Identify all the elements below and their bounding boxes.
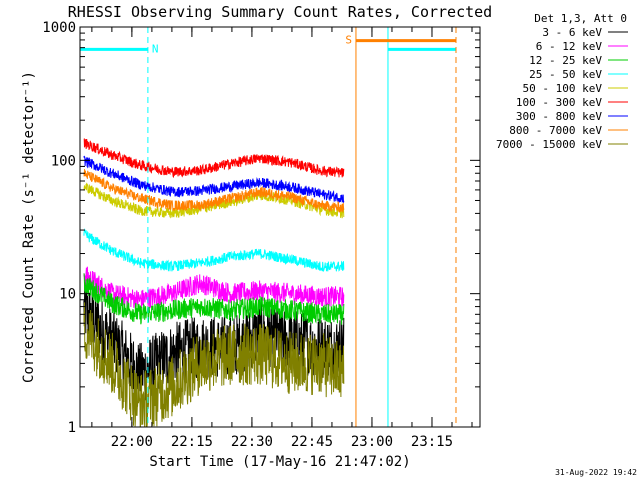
plot-frame [79, 26, 481, 428]
legend-label: 800 - 7000 keV [509, 124, 602, 137]
x-tick-label: 22:30 [231, 434, 273, 450]
series-line-8 [83, 302, 345, 428]
legend-label: 300 - 800 keV [516, 110, 602, 123]
plot-area [83, 138, 345, 428]
chart-title: RHESSI Observing Summary Count Rates, Co… [68, 3, 492, 21]
x-tick-label: 23:15 [411, 434, 453, 450]
x-tick-label: 22:15 [171, 434, 213, 450]
legend-label: 6 - 12 keV [536, 40, 603, 53]
y-tick-label: 10 [59, 287, 76, 303]
y-axis-label: Corrected Count Rate (s⁻¹ detector⁻¹) [21, 71, 37, 383]
legend-header: Det 1,3, Att 0 [534, 12, 627, 25]
legend-label: 12 - 25 keV [529, 54, 602, 67]
annotation-label: S [345, 34, 352, 47]
legend-label: 25 - 50 keV [529, 68, 602, 81]
y-axis: 1 10 100 1000 [42, 20, 480, 436]
footer-timestamp: 31-Aug-2022 19:42 [555, 468, 637, 477]
x-tick-label: 22:00 [111, 434, 153, 450]
series-line-3 [83, 227, 345, 272]
legend-label: 3 - 6 keV [542, 26, 602, 39]
y-tick-label: 1000 [42, 20, 76, 36]
x-axis: 22:00 22:15 22:30 22:45 23:00 23:15 [91, 27, 473, 450]
x-axis-label: Start Time (17-May-16 21:47:02) [149, 454, 410, 470]
series-line-5 [83, 138, 345, 179]
legend-label: 7000 - 15000 keV [496, 138, 602, 151]
y-tick-label: 100 [51, 153, 76, 169]
series-line-2 [83, 273, 345, 325]
annotation-label: N [152, 42, 159, 55]
x-tick-label: 23:00 [351, 434, 393, 450]
series-line-6 [83, 155, 345, 203]
y-tick-label: 1 [68, 420, 76, 436]
legend-label: 50 - 100 keV [523, 82, 603, 95]
series-line-7 [83, 169, 345, 213]
x-tick-label: 22:45 [291, 434, 333, 450]
legend-label: 100 - 300 keV [516, 96, 602, 109]
